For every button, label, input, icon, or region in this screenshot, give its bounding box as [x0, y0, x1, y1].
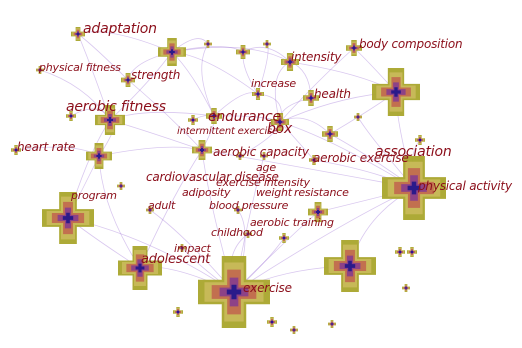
keyword-node-n-box2[interactable] — [322, 126, 338, 142]
keyword-node-resistance[interactable] — [308, 202, 328, 222]
keyword-label-aerobic-training[interactable]: aerobic training — [250, 216, 334, 229]
keyword-node-heart-rate[interactable] — [86, 143, 112, 169]
keyword-node-endurance[interactable] — [206, 108, 222, 124]
keyword-node-adult[interactable] — [146, 206, 154, 214]
keyword-node-blood-pressure[interactable] — [234, 206, 242, 214]
keyword-node-box[interactable] — [271, 113, 289, 131]
keyword-label-blood-pressure[interactable]: blood pressure — [209, 199, 289, 212]
keyword-label-adaptation[interactable]: adaptation — [83, 21, 157, 37]
keyword-label-aerobic-exercise[interactable]: aerobic exercise — [313, 151, 409, 165]
keyword-label-box[interactable]: box — [267, 121, 293, 137]
keyword-label-weight[interactable]: weight — [256, 186, 292, 199]
cooccurrence-link — [279, 121, 415, 189]
keyword-node-adolescent[interactable] — [118, 246, 162, 290]
keyword-node-physical-fitness[interactable] — [36, 66, 44, 74]
keyword-node-n-ex3[interactable] — [395, 247, 405, 257]
keyword-label-heart-rate[interactable]: heart rate — [17, 140, 76, 154]
keyword-node-increase[interactable] — [252, 88, 264, 100]
keyword-node-program[interactable] — [42, 192, 94, 244]
keyword-node-impact[interactable] — [178, 244, 186, 252]
keyword-label-aerobic-fitness[interactable]: aerobic fitness — [66, 99, 166, 115]
keyword-label-cardiovascular-disease[interactable]: cardiovascular disease — [146, 170, 279, 184]
keyword-node-n-ex9[interactable] — [328, 320, 336, 328]
keyword-label-program[interactable]: program — [71, 189, 117, 202]
keyword-label-intensity[interactable]: intensity — [291, 50, 342, 64]
keyword-node-n-af2[interactable] — [66, 111, 76, 121]
keyword-node-childhood[interactable] — [244, 230, 252, 238]
keyword-node-aerobic-exercise[interactable] — [309, 155, 319, 165]
keyword-node-n-ex2[interactable] — [324, 240, 376, 292]
cooccurrence-link — [98, 146, 203, 157]
cooccurrence-link — [201, 43, 215, 117]
keyword-node-n-hr2[interactable] — [11, 145, 21, 155]
keyword-node-association[interactable] — [372, 68, 420, 116]
keyword-label-health[interactable]: health — [314, 87, 351, 101]
keyword-node-n-top3[interactable] — [236, 45, 250, 59]
keyword-node-hub-top[interactable] — [158, 38, 186, 66]
keyword-node-health[interactable] — [303, 90, 319, 106]
keyword-label-exercise-intensity[interactable]: exercise intensity — [216, 176, 310, 189]
keyword-node-strength[interactable] — [121, 73, 135, 87]
keyword-label-age[interactable]: age — [256, 161, 276, 174]
cooccurrence-link — [171, 51, 215, 117]
keyword-node-intensity[interactable] — [281, 53, 299, 71]
keyword-node-n-ac2[interactable] — [236, 152, 244, 160]
keyword-label-aerobic-capacity[interactable]: aerobic capacity — [213, 145, 309, 159]
cooccurrence-link — [279, 47, 355, 123]
keyword-node-n-ex6[interactable] — [173, 307, 183, 317]
keyword-label-childhood[interactable]: childhood — [211, 226, 263, 239]
keyword-node-exercise[interactable] — [198, 256, 270, 328]
keyword-node-n-ac3[interactable] — [260, 152, 268, 160]
keyword-label-adult[interactable]: adult — [148, 199, 176, 212]
keyword-label-strength[interactable]: strength — [131, 68, 181, 82]
keyword-node-aerobic-training[interactable] — [279, 233, 289, 243]
keyword-node-n-ex5[interactable] — [402, 284, 410, 292]
keyword-label-association[interactable]: association — [375, 144, 452, 160]
keyword-label-adolescent[interactable]: adolescent — [141, 252, 211, 267]
cooccurrence-link — [77, 33, 129, 81]
keyword-label-impact[interactable]: impact — [174, 242, 211, 255]
cooccurrence-link — [39, 69, 111, 121]
cooccurrence-link — [127, 79, 203, 151]
keyword-label-adiposity[interactable]: adiposity — [182, 186, 231, 199]
keyword-node-n-top4[interactable] — [263, 40, 271, 48]
keyword-node-n-ex7[interactable] — [267, 317, 277, 327]
keyword-node-n-ae2[interactable] — [415, 135, 425, 145]
keyword-node-n-end2[interactable] — [188, 115, 198, 125]
cooccurrence-link — [171, 46, 291, 63]
keyword-node-n-top2[interactable] — [204, 40, 212, 48]
keyword-nodes — [11, 27, 446, 334]
keyword-label-intermittent-exercise[interactable]: intermittent exercise — [177, 126, 279, 137]
keyword-label-physical-fitness[interactable]: physical fitness — [39, 61, 121, 74]
keyword-label-exercise[interactable]: exercise — [243, 281, 292, 295]
keyword-label-body-composition[interactable]: body composition — [359, 37, 463, 51]
keyword-node-aerobic-capacity[interactable] — [192, 140, 212, 160]
keyword-node-n-box3[interactable] — [354, 113, 362, 121]
keyword-node-body-composition[interactable] — [346, 40, 362, 56]
keyword-node-aerobic-fitness[interactable] — [95, 105, 125, 135]
keyword-node-n-pr2[interactable] — [117, 182, 125, 190]
keyword-label-physical-activity[interactable]: physical activity — [418, 179, 512, 193]
keyword-label-increase[interactable]: increase — [251, 77, 297, 90]
keyword-node-n-ex8[interactable] — [290, 326, 298, 334]
keyword-node-physical-activity[interactable] — [382, 156, 446, 220]
keyword-label-endurance[interactable]: endurance — [208, 109, 281, 125]
keyword-label-resistance[interactable]: resistance — [294, 186, 349, 199]
keyword-node-adaptation[interactable] — [71, 27, 85, 41]
keyword-node-n-ex4[interactable] — [407, 247, 417, 257]
